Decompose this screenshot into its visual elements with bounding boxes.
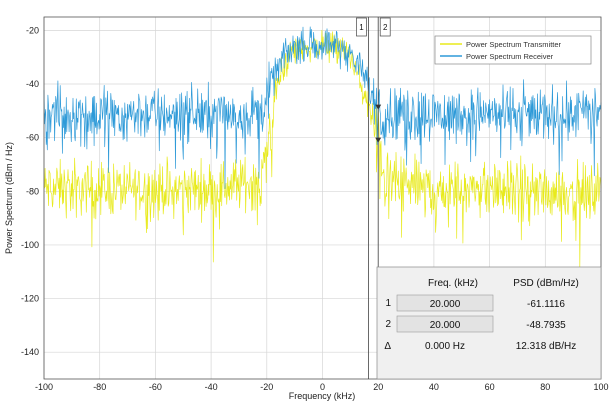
y-tick-label: -60	[26, 133, 39, 143]
measurement-row-label-1: 1	[385, 298, 391, 309]
x-tick-label: -100	[35, 382, 53, 392]
x-tick-label: -60	[149, 382, 162, 392]
x-tick-label: -80	[93, 382, 106, 392]
measurement-psd-value-2: -48.7935	[526, 320, 566, 331]
y-tick-label: -140	[21, 347, 39, 357]
y-tick-label: -20	[26, 25, 39, 35]
x-tick-label: 60	[485, 382, 495, 392]
measurement-freq-value-2: 20.000	[430, 320, 461, 331]
y-tick-label: -120	[21, 294, 39, 304]
legend-label-receiver: Power Spectrum Receiver	[466, 52, 554, 61]
cursor-label-1: 1	[359, 23, 364, 32]
x-tick-label: 80	[540, 382, 550, 392]
y-tick-label: -80	[26, 186, 39, 196]
y-tick-label: -100	[21, 240, 39, 250]
y-tick-label: -40	[26, 79, 39, 89]
legend-label-transmitter: Power Spectrum Transmitter	[466, 40, 562, 49]
measurement-header-freq: Freq. (kHz)	[428, 278, 478, 289]
measurement-row-label-2: 2	[385, 319, 391, 330]
measurement-header-psd: PSD (dBm/Hz)	[513, 278, 579, 289]
y-axis-label: Power Spectrum (dBm / Hz)	[4, 142, 14, 254]
x-tick-label: 40	[429, 382, 439, 392]
x-tick-label: 20	[373, 382, 383, 392]
x-tick-label: -40	[205, 382, 218, 392]
measurement-row-label-delta: Δ	[384, 341, 391, 352]
x-axis-label: Frequency (kHz)	[289, 391, 356, 401]
measurement-table: Freq. (kHz) PSD (dBm/Hz) 1 20.000 -61.11…	[377, 267, 601, 379]
measurement-psd-value-1: -61.1116	[527, 299, 565, 310]
cursor-label-2: 2	[383, 23, 388, 32]
x-tick-label: 100	[593, 382, 608, 392]
measurement-psd-delta: 12.318 dB/Hz	[516, 341, 577, 352]
legend: Power Spectrum Transmitter Power Spectru…	[435, 36, 591, 64]
x-tick-label: -20	[260, 382, 273, 392]
measurement-freq-delta: 0.000 Hz	[425, 341, 465, 352]
measurement-freq-value-1: 20.000	[430, 299, 461, 310]
